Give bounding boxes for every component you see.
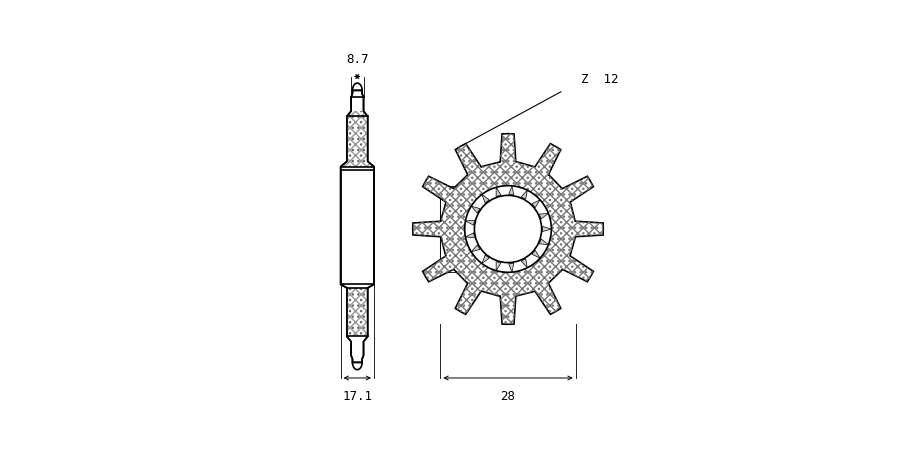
Polygon shape	[539, 213, 548, 219]
Polygon shape	[496, 187, 501, 197]
Polygon shape	[482, 194, 490, 203]
Polygon shape	[496, 261, 501, 270]
Polygon shape	[508, 186, 514, 195]
Polygon shape	[341, 90, 374, 362]
Text: 24: 24	[427, 221, 439, 237]
Polygon shape	[341, 170, 374, 284]
Polygon shape	[413, 134, 603, 324]
Text: 28: 28	[500, 390, 516, 403]
Text: 17.1: 17.1	[342, 390, 373, 403]
Circle shape	[464, 186, 552, 272]
Polygon shape	[465, 233, 474, 238]
Polygon shape	[472, 206, 480, 213]
Polygon shape	[521, 190, 527, 199]
Polygon shape	[472, 245, 480, 252]
Polygon shape	[482, 255, 490, 264]
Polygon shape	[543, 226, 552, 232]
Polygon shape	[532, 200, 540, 207]
Circle shape	[474, 195, 542, 263]
Polygon shape	[465, 220, 474, 225]
Text: Z  12: Z 12	[580, 73, 618, 86]
Polygon shape	[521, 259, 527, 268]
Polygon shape	[508, 263, 514, 272]
Text: 8.7: 8.7	[346, 53, 369, 66]
Polygon shape	[539, 239, 548, 245]
Polygon shape	[532, 250, 540, 258]
